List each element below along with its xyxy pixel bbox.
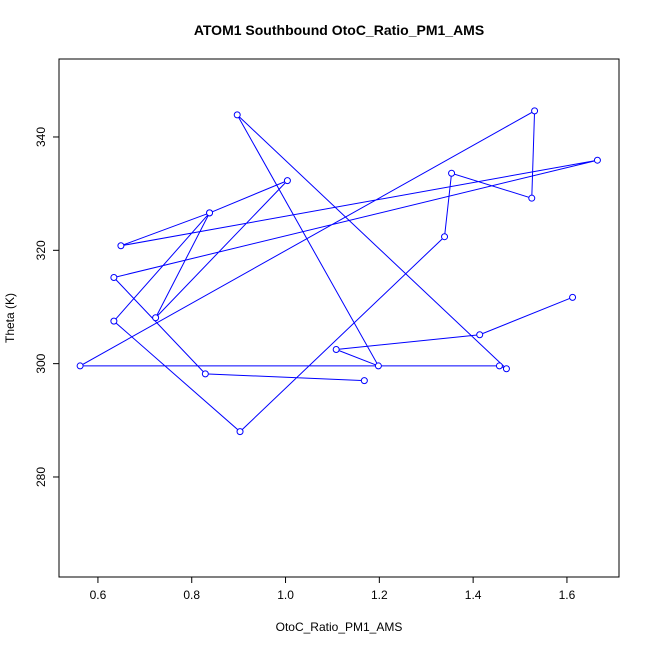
point [117,242,125,250]
point [283,177,291,185]
point [76,362,84,370]
point [332,345,340,353]
y-tick-label: 340 [34,127,48,147]
plot-frame [58,58,620,578]
point [236,428,244,436]
point [531,107,539,115]
point [360,377,368,385]
x-tick-label: 1.4 [465,588,482,602]
point [152,314,160,322]
chart-title: ATOM1 Southbound OtoC_Ratio_PM1_AMS [194,22,484,38]
x-axis-label: OtoC_Ratio_PM1_AMS [276,620,403,634]
point [448,169,456,177]
point [110,317,118,325]
x-tick-label: 1.2 [371,588,388,602]
x-tick-label: 1.0 [277,588,294,602]
y-tick-label: 320 [34,240,48,260]
series-line [78,110,598,433]
y-tick-label: 280 [34,467,48,487]
point [593,156,601,164]
x-tick-label: 0.6 [90,588,107,602]
point [502,365,510,373]
point [110,274,118,282]
point [569,293,577,301]
point [528,194,536,202]
point [201,370,209,378]
point [206,209,214,217]
point [374,362,382,370]
point [233,111,241,119]
point [476,331,484,339]
y-tick-label: 300 [34,353,48,373]
point [495,362,503,370]
x-tick-label: 1.6 [559,588,576,602]
point [441,233,449,241]
x-tick-label: 0.8 [183,588,200,602]
y-axis-label: Theta (K) [3,293,17,343]
